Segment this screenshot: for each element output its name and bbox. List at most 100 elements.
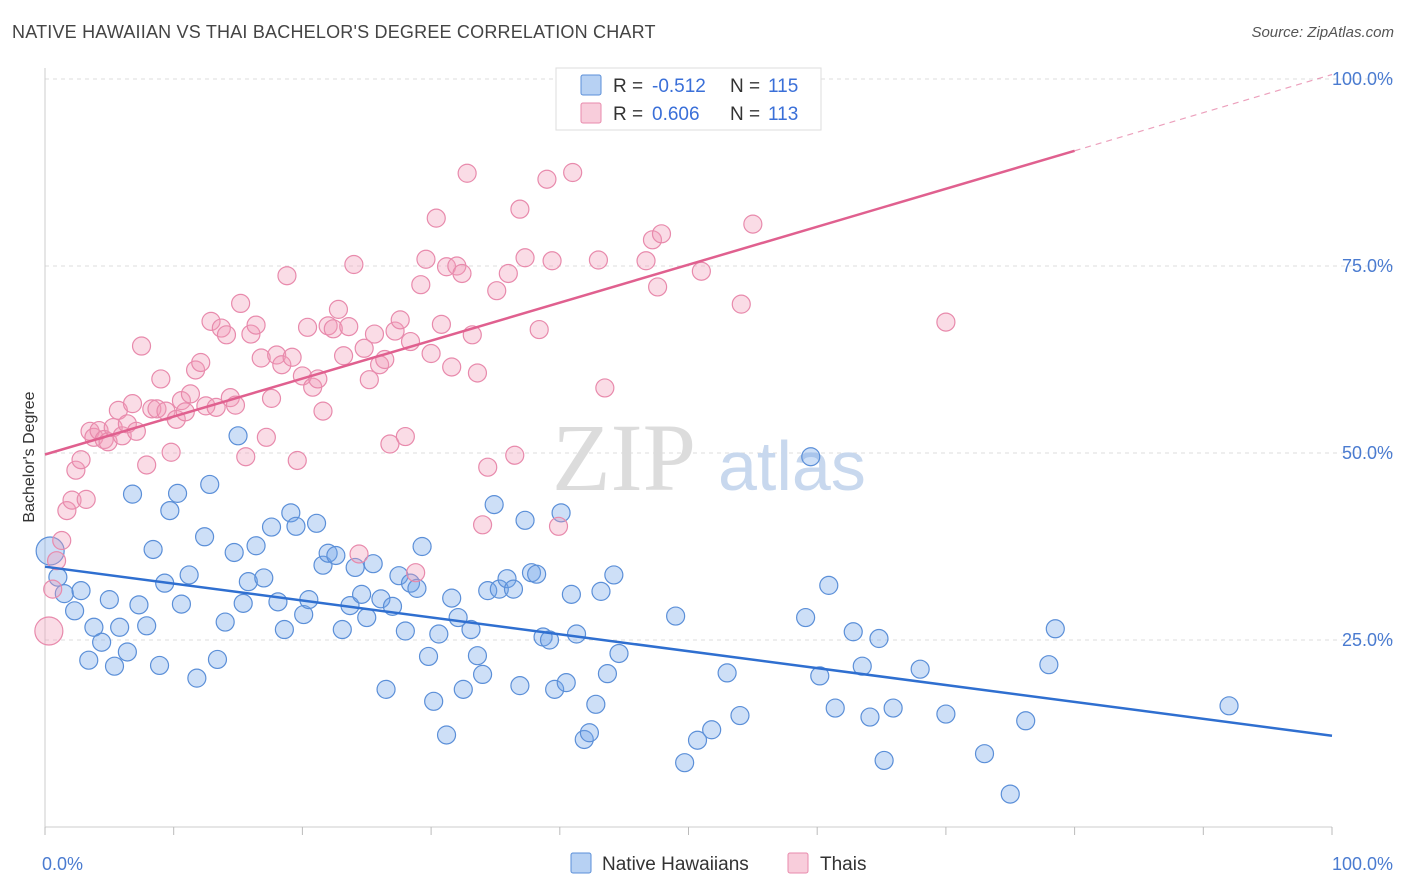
data-point-thais <box>201 311 221 331</box>
trend-line-thais <box>44 149 1075 456</box>
data-point-native-hawaiians <box>306 513 327 533</box>
data-point-native-hawaiians <box>825 698 845 718</box>
data-point-native-hawaiians <box>442 588 462 608</box>
data-point-native-hawaiians <box>429 624 449 644</box>
data-point-native-hawaiians <box>238 572 258 592</box>
data-point-native-hawaiians <box>436 725 457 745</box>
data-point-native-hawaiians <box>687 730 708 750</box>
data-point-thais <box>406 563 426 583</box>
correlation-legend: R = -0.512 N = 115 R = 0.606 N = 113 <box>555 67 822 131</box>
data-point-native-hawaiians <box>566 624 587 644</box>
data-point-native-hawaiians <box>801 447 821 467</box>
data-point-thais <box>256 427 276 447</box>
legend-swatch-thais <box>580 102 602 124</box>
data-point-thais <box>743 214 763 234</box>
data-point-thais <box>313 401 333 421</box>
data-point-thais <box>421 343 441 364</box>
trend-lines <box>44 73 1333 737</box>
data-point-thais <box>62 490 82 510</box>
watermark-atlas: atlas <box>718 427 866 505</box>
data-point-thais <box>359 370 379 390</box>
data-point-thais <box>452 263 472 284</box>
data-point-thais <box>287 450 307 471</box>
data-point-thais <box>323 319 343 339</box>
data-point-native-hawaiians <box>489 579 509 599</box>
data-point-native-hawaiians <box>810 666 830 686</box>
data-point-native-hawaiians <box>261 517 282 537</box>
data-point-thais <box>537 169 557 189</box>
data-point-thais <box>364 324 385 344</box>
y-tick-label: 100.0% <box>1332 69 1393 89</box>
data-point-thais <box>344 254 364 275</box>
data-point-thais <box>442 357 462 377</box>
data-point-native-hawaiians <box>974 744 995 764</box>
data-point-native-hawaiians <box>332 619 352 640</box>
data-point-thais <box>731 294 751 314</box>
x-ticks <box>44 827 1333 835</box>
data-point-native-hawaiians <box>702 720 722 740</box>
data-point-native-hawaiians <box>874 750 894 771</box>
data-point-native-hawaiians <box>1039 655 1059 675</box>
data-point-native-hawaiians <box>556 673 576 693</box>
data-point-native-hawaiians <box>92 632 112 652</box>
data-point-thais <box>498 263 518 284</box>
data-point-native-hawaiians <box>54 584 74 604</box>
data-point-native-hawaiians <box>424 691 444 711</box>
data-point-thais <box>457 163 477 183</box>
data-point-native-hawaiians <box>717 663 737 683</box>
data-point-native-hawaiians <box>274 619 294 640</box>
data-point-thais <box>318 316 338 336</box>
data-point-native-hawaiians <box>591 581 611 601</box>
data-point-native-hawaiians <box>1045 619 1065 639</box>
data-point-native-hawaiians <box>246 536 266 556</box>
data-point-native-hawaiians <box>149 655 170 676</box>
data-point-native-hawaiians <box>453 679 473 699</box>
data-point-native-hawaiians <box>869 628 889 649</box>
data-point-thais <box>478 457 498 477</box>
data-point-native-hawaiians <box>129 595 149 615</box>
data-point-native-hawaiians <box>561 584 581 604</box>
legend-swatch-thais <box>787 852 809 874</box>
data-point-native-hawaiians <box>294 604 314 625</box>
data-point-thais <box>595 378 615 398</box>
data-point-native-hawaiians <box>318 543 338 563</box>
data-point-thais <box>277 266 297 286</box>
data-point-native-hawaiians <box>207 649 228 670</box>
data-point-native-hawaiians <box>79 650 99 670</box>
data-point-native-hawaiians <box>819 575 839 595</box>
legend-label-thais: Thais <box>820 854 866 875</box>
data-point-thais <box>34 616 64 646</box>
data-point-native-hawaiians <box>71 581 91 601</box>
data-point-native-hawaiians <box>357 607 377 628</box>
y-tick-label: 50.0% <box>1342 443 1393 463</box>
data-point-thais <box>380 434 400 454</box>
data-point-native-hawaiians <box>604 565 624 585</box>
legend-r-value: -0.512 <box>652 76 706 97</box>
watermark: ZIP atlas <box>552 404 866 511</box>
data-point-native-hawaiians <box>313 555 333 575</box>
data-point-native-hawaiians <box>389 566 409 586</box>
data-point-native-hawaiians <box>883 698 903 718</box>
data-point-thais <box>385 321 405 341</box>
legend-r-label: R = <box>613 104 643 125</box>
data-point-native-hawaiians <box>171 594 192 614</box>
data-point-thais <box>354 338 374 358</box>
data-point-thais <box>548 516 569 536</box>
data-point-thais <box>487 281 507 301</box>
data-point-native-hawaiians <box>579 723 600 743</box>
data-point-thais <box>515 248 535 268</box>
data-point-thais <box>282 347 302 367</box>
y-tick-labels: 25.0% 50.0% 75.0% 100.0% <box>1332 69 1393 650</box>
data-point-native-hawaiians <box>167 483 188 503</box>
data-point-thais <box>191 352 211 373</box>
trend-line-thais-extension <box>1074 73 1333 152</box>
data-point-native-hawaiians <box>286 516 306 536</box>
data-point-thais <box>349 544 369 564</box>
data-point-native-hawaiians <box>1016 711 1036 731</box>
data-point-native-hawaiians <box>200 474 220 495</box>
data-point-native-hawaiians <box>497 569 517 589</box>
data-point-thais <box>180 384 201 404</box>
x-tick-label-max: 100.0% <box>1332 854 1393 874</box>
legend-r-value: 0.606 <box>652 104 700 125</box>
data-point-thais <box>563 162 583 183</box>
